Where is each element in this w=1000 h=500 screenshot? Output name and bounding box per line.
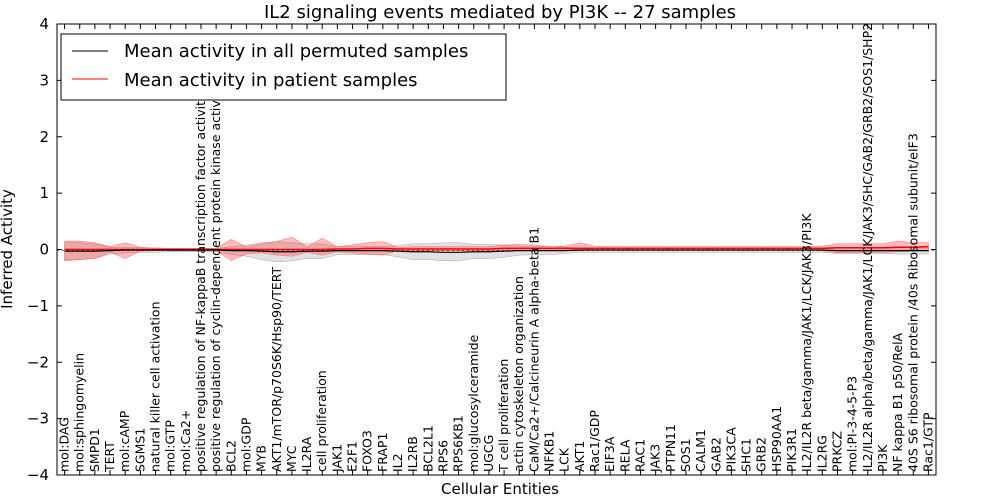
category-label: mol:Ca2+ [178,410,193,472]
y-tick-label: 1 [39,184,49,202]
category-label: mol:PI-3-4-5-P3 [845,376,860,472]
category-label: PI3K [875,444,890,472]
category-label: RPS6KB1 [451,415,466,472]
category-label: IL2 [390,453,405,472]
y-tick-label: −4 [27,466,49,484]
category-label: JAK1 [329,444,344,473]
category-label: PRKCZ [829,431,844,472]
category-label: RAC1 [632,439,647,472]
y-tick-label: −1 [27,297,49,315]
category-label: Rac1/GDP [587,410,602,472]
category-label: actin cytoskeleton organization [511,276,526,472]
category-label: SHC1 [739,438,754,472]
y-axis-label: Inferred Activity [0,189,16,309]
category-label: mol:cAMP [117,410,132,472]
category-label: PIK3R1 [784,428,799,472]
y-tick-label: 2 [39,128,49,146]
category-label: GRB2 [754,437,769,472]
category-label: IL2/IL2R alpha/beta/gamma/JAK1/LCK/JAK3/… [860,23,875,472]
category-label: T cell proliferation [496,359,511,473]
category-label: mol:sphingomyelin [72,353,87,472]
category-label: CALM1 [693,429,708,472]
category-label: SMPD1 [87,428,102,472]
y-tick-label: 3 [39,71,49,89]
y-tick-label: −3 [27,410,49,428]
category-label: NFKB1 [542,431,557,472]
x-axis-label: Cellular Entities [441,480,559,498]
category-label: RELA [617,439,632,472]
legend-label-permuted: Mean activity in all permuted samples [124,41,468,62]
category-label: CaM/Ca2+/Calcineurin A alpha-beta B1 [526,227,541,472]
category-label: NF kappa B1 p50/RelA [890,332,905,472]
category-label: MYB [254,445,269,472]
category-label: positive regulation of NF-kappaB transcr… [193,93,208,472]
category-label: mol:DAG [57,417,72,472]
y-tick-label: 4 [39,15,49,33]
category-label: FOXO3 [360,430,375,472]
category-label: LCK [557,447,572,472]
category-label: E2F1 [345,441,360,472]
category-label: positive regulation of cyclin-dependent … [208,84,223,472]
category-label: AKT1 [572,441,587,472]
category-label: BCL2L1 [420,425,435,472]
category-label: UGCG [481,435,496,472]
category-label: mol:GTP [163,420,178,472]
legend: Mean activity in all permuted samples Me… [60,33,507,101]
category-label: mol:glucosylceramide [466,334,481,472]
category-label: TERT [102,441,117,473]
category-label: SOS1 [678,438,693,472]
y-tick-label: 0 [39,241,49,259]
category-label: SGMS1 [132,428,147,472]
category-label: GAB2 [708,437,723,472]
category-label: PTPN11 [663,424,678,472]
category-label: Rac1/GTP [920,412,935,472]
legend-label-patient: Mean activity in patient samples [124,70,418,91]
y-tick-label: −2 [27,353,49,371]
category-label: IL2/IL2R beta/gamma/JAK1/LCK/JAK3/PI3K [799,213,814,472]
line-permuted [64,249,929,253]
category-label: PIK3CA [723,427,738,472]
category-label: JAK3 [648,444,663,473]
category-label: IL2RB [405,436,420,472]
category-label: EIF3A [602,436,617,472]
category-label: cell proliferation [314,370,329,472]
category-label: HSP90AA1 [769,406,784,472]
category-label: mol:GDP [238,417,253,472]
legend-box [60,33,507,101]
category-label: AKT1/mTOR/p70S6K/Hsp90/TERT [269,266,284,472]
category-label: RPS6 [435,440,450,472]
category-label: natural killer cell activation [148,301,163,472]
category-label: BCL2 [223,440,238,472]
category-label: IL2RG [814,435,829,472]
category-label: MYC [284,445,299,472]
category-label: 40S S6 ribosomal protein /40s Ribosomal … [905,133,920,472]
category-label: IL2RA [299,436,314,472]
chart-title: IL2 signaling events mediated by PI3K --… [264,2,736,23]
category-label: FRAP1 [375,433,390,472]
